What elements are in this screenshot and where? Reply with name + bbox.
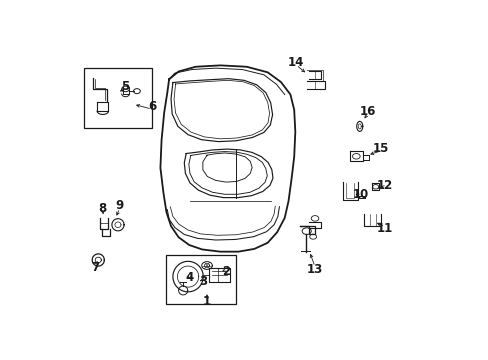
Text: 13: 13 bbox=[306, 262, 323, 276]
Text: 4: 4 bbox=[185, 271, 194, 284]
Text: 14: 14 bbox=[287, 56, 304, 69]
Text: 6: 6 bbox=[148, 100, 156, 113]
Text: 12: 12 bbox=[376, 179, 392, 192]
Text: 8: 8 bbox=[99, 202, 107, 215]
Text: 5: 5 bbox=[121, 80, 129, 93]
Bar bbox=[166, 255, 236, 304]
Text: 15: 15 bbox=[372, 142, 389, 155]
Text: 11: 11 bbox=[376, 222, 392, 235]
Text: 16: 16 bbox=[359, 105, 375, 118]
Text: 9: 9 bbox=[116, 199, 124, 212]
Text: 3: 3 bbox=[199, 275, 207, 288]
Text: 1: 1 bbox=[203, 295, 211, 308]
Bar bbox=[84, 68, 152, 128]
Text: 7: 7 bbox=[91, 261, 99, 274]
Text: 10: 10 bbox=[352, 188, 368, 201]
Text: 2: 2 bbox=[222, 265, 229, 278]
